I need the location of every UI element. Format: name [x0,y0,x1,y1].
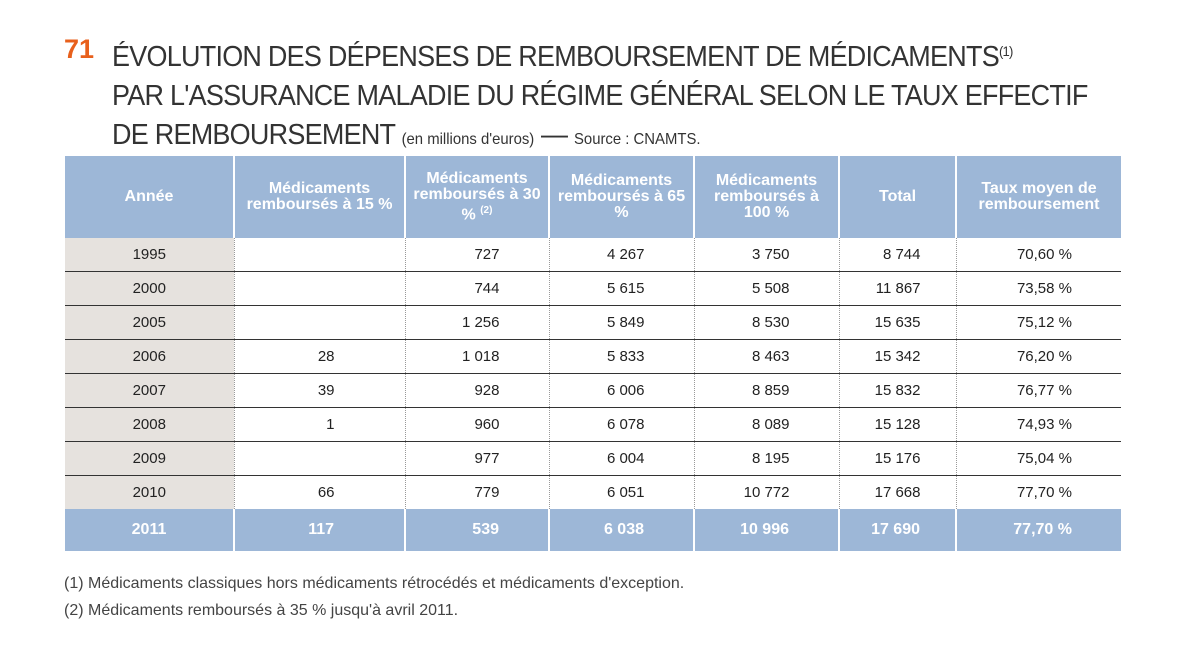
table-cell: 15 635 [838,305,956,340]
year-cell: 2005 [65,305,234,340]
column-header-label: Médicaments remboursés à 15 % [246,180,393,213]
table-cell: 6 051 [548,475,694,509]
title-source: Source : CNAMTS. [573,131,701,148]
table-cell: 5 833 [548,339,694,374]
title-footnote-ref: (1) [998,43,1013,59]
table-cell: 8 089 [693,407,839,442]
table-row: 1995 727 4 267 3 750 8 744 70,60 % [65,238,1121,272]
table-cell: 4 267 [548,238,694,272]
year-cell: 2006 [65,339,234,374]
title-unit: (en millions d'euros) [401,131,535,148]
column-header-label: Total [878,188,917,205]
table-cell: 15 342 [838,339,956,374]
table-cell: 10 996 [693,509,839,551]
table-cell: 539 [404,509,549,551]
table-cell: 928 [404,373,549,408]
data-table: Année Médicaments remboursés à 15 % Médica… [65,156,1121,551]
footnote-1: (1) Médicaments classiques hors médicame… [64,575,685,592]
column-header-label: Taux moyen de remboursement [978,180,1100,213]
figure-number: 71 [64,34,95,64]
table-cell: 6 038 [548,509,694,551]
table-cell: 74,93 % [955,407,1121,442]
table-cell: 77,70 % [955,509,1121,551]
column-header: Total [838,156,956,238]
table-cell: 5 508 [693,271,839,306]
table-row: 2010 66 779 6 051 10 772 17 668 77,70 % [65,475,1121,509]
column-header-label: Année [124,188,174,205]
table-cell: 1 [233,407,405,442]
table-cell: 66 [233,475,405,509]
table-cell: 977 [404,441,549,476]
table-cell: 15 128 [838,407,956,442]
year-cell: 2008 [65,407,234,442]
table-cell [233,305,405,340]
title-dash: — [541,119,568,151]
table-cell: 5 615 [548,271,694,306]
table-cell: 960 [404,407,549,442]
table-row: 2006 28 1 018 5 833 8 463 15 342 76,20 % [65,339,1121,374]
column-header: Médicaments remboursés à 15 % [233,156,405,238]
title-line-1: ÉVOLUTION DES DÉPENSES DE REMBOURSEMENT … [112,41,1000,73]
table-cell: 6 004 [548,441,694,476]
year-cell: 2011 [65,509,234,551]
table-cell: 11 867 [838,271,956,306]
footnote-2: (2) Médicaments remboursés à 35 % jusqu'… [64,602,459,619]
header-footnote-ref: (2) [480,204,493,216]
table-cell: 70,60 % [955,238,1121,272]
table-cell: 17 690 [838,509,956,551]
table-row: 2009 977 6 004 8 195 15 176 75,04 % [65,441,1121,476]
table-cell [233,441,405,476]
footnotes: (1) Médicaments classiques hors médicame… [64,570,684,624]
table-cell: 744 [404,271,549,306]
table-cell: 76,20 % [955,339,1121,374]
table-row: 2000 744 5 615 5 508 11 867 73,58 % [65,271,1121,306]
table-cell: 1 256 [404,305,549,340]
year-cell: 2010 [65,475,234,509]
table-row: 2008 1 960 6 078 8 089 15 128 74,93 % [65,407,1121,442]
table-cell: 727 [404,238,549,272]
table-cell: 8 744 [838,238,956,272]
table-row: 2005 1 256 5 849 8 530 15 635 75,12 % [65,305,1121,340]
table-cell: 117 [233,509,405,551]
table-cell: 8 530 [693,305,839,340]
column-header-label: Médicaments remboursés à 100 % [714,172,819,221]
column-header: Médicaments remboursés à 100 % [693,156,839,238]
table-cell: 73,58 % [955,271,1121,306]
column-header-label: Médicaments remboursés à 65 % [557,172,686,221]
table-cell: 8 195 [693,441,839,476]
table-cell: 6 006 [548,373,694,408]
table-cell: 3 750 [693,238,839,272]
column-header: Année [65,156,234,238]
table-cell: 75,12 % [955,305,1121,340]
table-cell: 28 [233,339,405,374]
year-cell: 2000 [65,271,234,306]
title-line-3: DE REMBOURSEMENT [112,119,396,151]
table-row: 2011 117 539 6 038 10 996 17 690 77,70 % [65,509,1121,551]
column-header: Taux moyen de remboursement [955,156,1121,238]
year-cell: 1995 [65,238,234,272]
table-cell: 10 772 [693,475,839,509]
table-cell [233,238,405,272]
title-line-2: PAR L'ASSURANCE MALADIE DU RÉGIME GÉNÉRA… [112,80,1088,112]
table-cell: 8 463 [693,339,839,374]
table-cell: 779 [404,475,549,509]
table-cell: 75,04 % [955,441,1121,476]
column-header: Médicaments remboursés à 30 % (2) [404,156,549,238]
year-cell: 2007 [65,373,234,408]
table-cell: 17 668 [838,475,956,509]
table-cell: 15 176 [838,441,956,476]
column-header: Médicaments remboursés à 65 % [548,156,694,238]
table-cell: 15 832 [838,373,956,408]
table-cell [233,271,405,306]
year-cell: 2009 [65,441,234,476]
column-header-label: Médicaments remboursés à 30 % [413,169,541,224]
table-cell: 5 849 [548,305,694,340]
table-cell: 6 078 [548,407,694,442]
table-cell: 8 859 [693,373,839,408]
table-cell: 77,70 % [955,475,1121,509]
table-cell: 76,77 % [955,373,1121,408]
table-row: 2007 39 928 6 006 8 859 15 832 76,77 % [65,373,1121,408]
table-cell: 1 018 [404,339,549,374]
table-cell: 39 [233,373,405,408]
